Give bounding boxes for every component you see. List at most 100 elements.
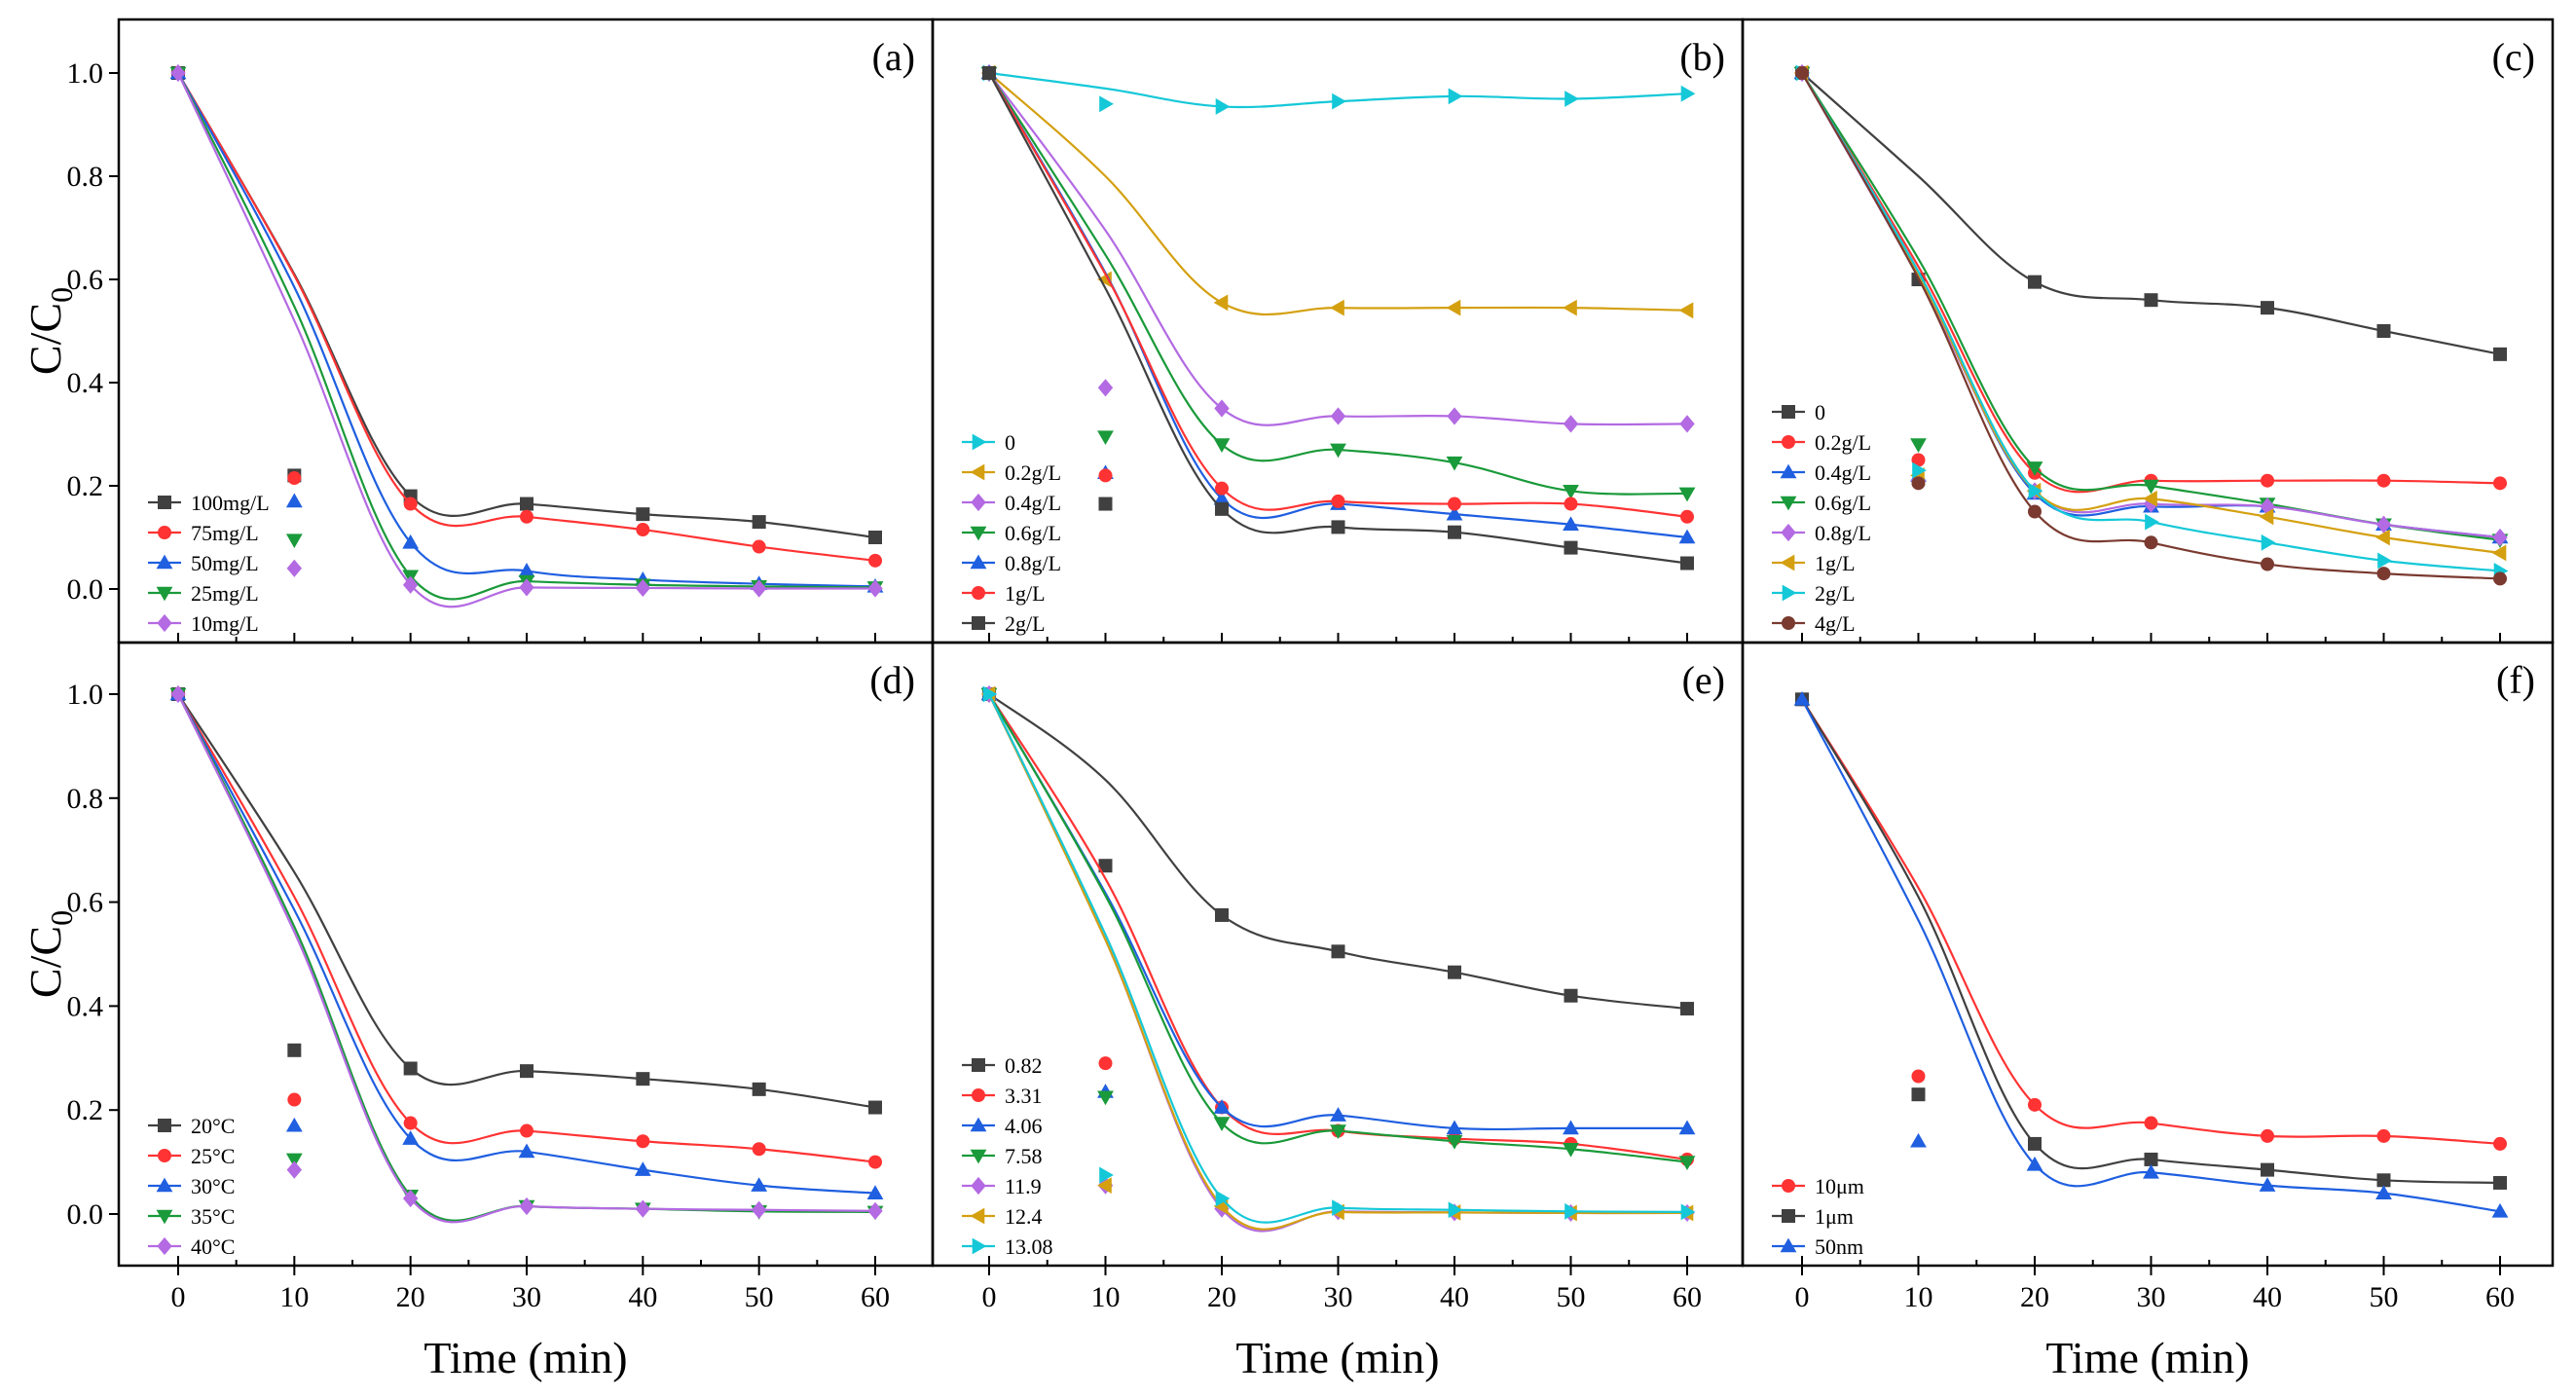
data-point <box>1564 1202 1579 1220</box>
legend-entry: 0 <box>962 430 1015 455</box>
data-point <box>2144 535 2158 550</box>
legend-label: 0.8g/L <box>1005 551 1061 575</box>
series-line <box>1801 72 2501 494</box>
data-point <box>1331 520 1345 534</box>
plot-frame <box>1741 18 2555 644</box>
data-point <box>752 1142 766 1157</box>
legend-label: 7.58 <box>1005 1144 1043 1168</box>
panel-d: (d) 0 10 20 30 40 50 60 0.0 0.2 0.4 0.6 0.8 1.0 C/C0 Ti… <box>20 641 935 1382</box>
data-point <box>1215 98 1231 115</box>
data-point <box>1679 415 1695 433</box>
legend-entry: 30°C <box>148 1174 235 1198</box>
series-2 <box>1793 690 2509 1218</box>
legend-label: 25mg/L <box>191 581 259 606</box>
data-point <box>1564 540 1578 555</box>
legend-label: 13.08 <box>1005 1234 1053 1259</box>
panel-label: (b) <box>1679 35 1725 79</box>
series-6 <box>982 685 1696 1224</box>
series-4 <box>170 684 883 1224</box>
data-point <box>519 578 534 597</box>
data-point <box>2491 544 2507 562</box>
series-line <box>988 693 1688 1163</box>
legend-entry: 0.6g/L <box>1772 491 1871 515</box>
legend-label: 0.2g/L <box>1815 430 1871 455</box>
series-1 <box>982 687 1694 1166</box>
legend-marker <box>156 586 173 602</box>
legend-label: 0.8g/L <box>1815 521 1871 545</box>
data-point <box>1446 1134 1463 1150</box>
series-line <box>988 72 1688 518</box>
data-point <box>2261 1128 2274 1143</box>
legend-entry: 50mg/L <box>148 551 259 575</box>
data-point <box>1910 438 1927 453</box>
panel-e: (e) 0 10 20 30 40 50 60 Time (min) 0.82 3.31 4.06 7.… <box>931 641 1745 1382</box>
data-point <box>2261 473 2274 488</box>
legend-marker <box>970 1117 987 1132</box>
data-point <box>285 493 303 508</box>
data-point <box>1215 501 1229 516</box>
x-tick-label: 0 <box>1795 1281 1810 1313</box>
data-point <box>1330 407 1346 425</box>
data-point <box>1447 407 1462 425</box>
data-point <box>2026 461 2043 476</box>
data-point <box>2493 476 2507 491</box>
data-point <box>636 1134 650 1149</box>
series-2 <box>169 685 884 1199</box>
legend-marker <box>970 1207 985 1225</box>
legend-label: 1g/L <box>1815 551 1856 575</box>
y-tick-label: 0.8 <box>67 161 104 193</box>
series-0 <box>171 687 882 1115</box>
series-1 <box>171 687 882 1169</box>
legend-marker <box>970 554 987 570</box>
legend-marker <box>156 554 173 570</box>
legend-label: 2g/L <box>1005 611 1046 636</box>
series-line <box>177 693 876 1224</box>
data-point <box>1911 1087 1926 1102</box>
legend-label: 1μm <box>1815 1204 1854 1229</box>
legend-label: 4g/L <box>1815 611 1856 636</box>
series-line <box>1801 698 2501 1213</box>
series-line <box>177 693 876 1109</box>
series-line <box>988 72 1688 496</box>
panel-b: (b) 0 0.2g/L 0.4g/L 0.6g/L 0.8g/L 1g/L 2g/L <box>931 18 1745 644</box>
y-tick-label: 0.6 <box>67 887 104 919</box>
data-point <box>636 1072 650 1086</box>
x-axis-title: Time (min) <box>1235 1333 1439 1382</box>
series-2 <box>981 63 1695 433</box>
data-point <box>2259 1177 2276 1192</box>
series-line <box>177 72 876 539</box>
series-3 <box>980 687 1696 1170</box>
data-point <box>2143 495 2159 513</box>
panel-label: (a) <box>872 35 915 79</box>
data-point <box>2492 528 2508 547</box>
data-point <box>402 1189 419 1208</box>
data-point <box>1098 1056 1113 1071</box>
data-point <box>1563 415 1579 433</box>
series-1 <box>1795 692 2507 1190</box>
data-point <box>518 1143 535 1159</box>
data-point <box>1330 1107 1346 1122</box>
data-point <box>1098 859 1113 873</box>
data-point <box>1331 494 1345 508</box>
data-point <box>1097 271 1112 288</box>
legend-entry: 10mg/L <box>148 611 259 636</box>
y-axis-title: C/C0 <box>20 287 79 375</box>
data-point <box>2491 1202 2509 1218</box>
legend-entry: 11.9 <box>962 1174 1042 1198</box>
data-point <box>2028 1097 2042 1112</box>
data-point <box>2261 534 2276 551</box>
data-point <box>2145 513 2159 531</box>
series-line <box>1801 72 2501 572</box>
data-point <box>2143 1163 2159 1179</box>
x-tick-label: 30 <box>1324 1281 1353 1313</box>
y-tick-label: 0.8 <box>67 783 104 815</box>
data-point <box>285 534 303 549</box>
data-point <box>403 1116 418 1130</box>
data-point <box>1678 487 1696 502</box>
data-point <box>1332 92 1346 110</box>
data-point <box>1446 1120 1463 1135</box>
panel-label: (f) <box>2496 658 2535 702</box>
data-point <box>1795 66 1809 80</box>
data-point <box>402 575 419 594</box>
